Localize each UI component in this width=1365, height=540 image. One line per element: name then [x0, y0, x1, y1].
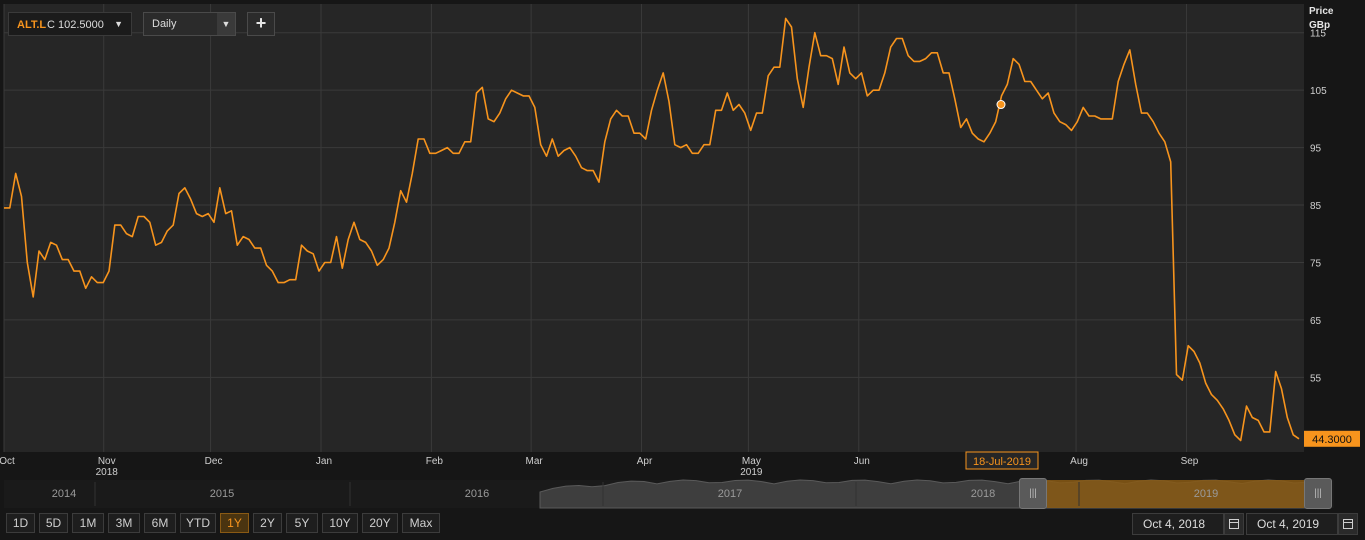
chevron-down-icon: ▼ — [217, 13, 235, 35]
x-tick-label: Apr — [637, 456, 653, 467]
y-tick-label: 65 — [1310, 316, 1322, 327]
price-line — [4, 17, 1300, 442]
x-year-label: 2018 — [96, 467, 119, 478]
x-tick-label: Oct — [0, 456, 15, 467]
range-button-20y[interactable]: 20Y — [362, 513, 398, 533]
y-axis-title-price: Price — [1309, 6, 1334, 17]
range-button-5d[interactable]: 5D — [39, 513, 68, 533]
crosshair-date-label: 18-Jul-2019 — [973, 456, 1031, 468]
navigator-left-handle[interactable]: ||| — [1019, 478, 1047, 509]
x-tick-label: Aug — [1070, 456, 1088, 467]
navigator-right-handle[interactable]: ||| — [1304, 478, 1332, 509]
x-tick-label: Mar — [526, 456, 544, 467]
range-button-1m[interactable]: 1M — [72, 513, 104, 533]
y-tick-label: 75 — [1310, 258, 1322, 269]
x-tick-label: Feb — [426, 456, 444, 467]
navigator-strip[interactable] — [4, 480, 1334, 508]
range-button-3m[interactable]: 3M — [108, 513, 140, 533]
last-value-tag — [1304, 430, 1360, 447]
range-button-10y[interactable]: 10Y — [322, 513, 358, 533]
date-from-input[interactable]: Oct 4, 2018 — [1132, 513, 1224, 535]
x-tick-label: May — [742, 456, 761, 467]
y-axis-title-unit: GBp — [1309, 20, 1331, 31]
x-tick-label: Dec — [205, 456, 223, 467]
frequency-label: Daily — [152, 18, 177, 30]
chevron-down-icon: ▼ — [114, 19, 123, 29]
range-button-5y[interactable]: 5Y — [286, 513, 318, 533]
range-button-2y[interactable]: 2Y — [253, 513, 282, 533]
crosshair-date-box — [965, 451, 1039, 470]
price-chart: 55 65 75 85 95 105 115 Oct Nov Dec Jan Feb Mar Apr May… — [0, 4, 1360, 478]
y-tick-label: 105 — [1310, 86, 1327, 97]
x-tick-label: Nov — [98, 456, 116, 467]
calendar-icon[interactable] — [1224, 513, 1244, 535]
crosshair-point — [996, 100, 1006, 110]
y-tick-label: 55 — [1310, 373, 1322, 384]
add-study-button[interactable]: + — [247, 12, 275, 36]
close-price-label: C 102.5000 — [47, 19, 104, 31]
range-button-1y[interactable]: 1Y — [220, 513, 249, 533]
y-tick-label: 115 — [1310, 29, 1326, 40]
x-year-label: 2019 — [740, 467, 763, 478]
range-button-6m[interactable]: 6M — [144, 513, 176, 533]
x-tick-label: Jun — [854, 456, 870, 467]
date-to-input[interactable]: Oct 4, 2019 — [1246, 513, 1338, 535]
symbol-label: ALT.L — [17, 19, 47, 31]
range-button-ytd[interactable]: YTD — [180, 513, 216, 533]
y-tick-label: 95 — [1310, 144, 1322, 155]
last-value-label: 44.3000 — [1312, 434, 1352, 446]
range-button-1d[interactable]: 1D — [6, 513, 35, 533]
y-tick-label: 85 — [1310, 201, 1322, 212]
x-tick-label: Sep — [1181, 456, 1199, 467]
symbol-selector[interactable]: ALT.L C 102.5000 ▼ — [8, 12, 132, 36]
range-button-max[interactable]: Max — [402, 513, 440, 533]
frequency-select[interactable]: Daily ▼ — [143, 12, 236, 36]
calendar-icon[interactable] — [1338, 513, 1358, 535]
x-tick-label: Jan — [316, 456, 332, 467]
